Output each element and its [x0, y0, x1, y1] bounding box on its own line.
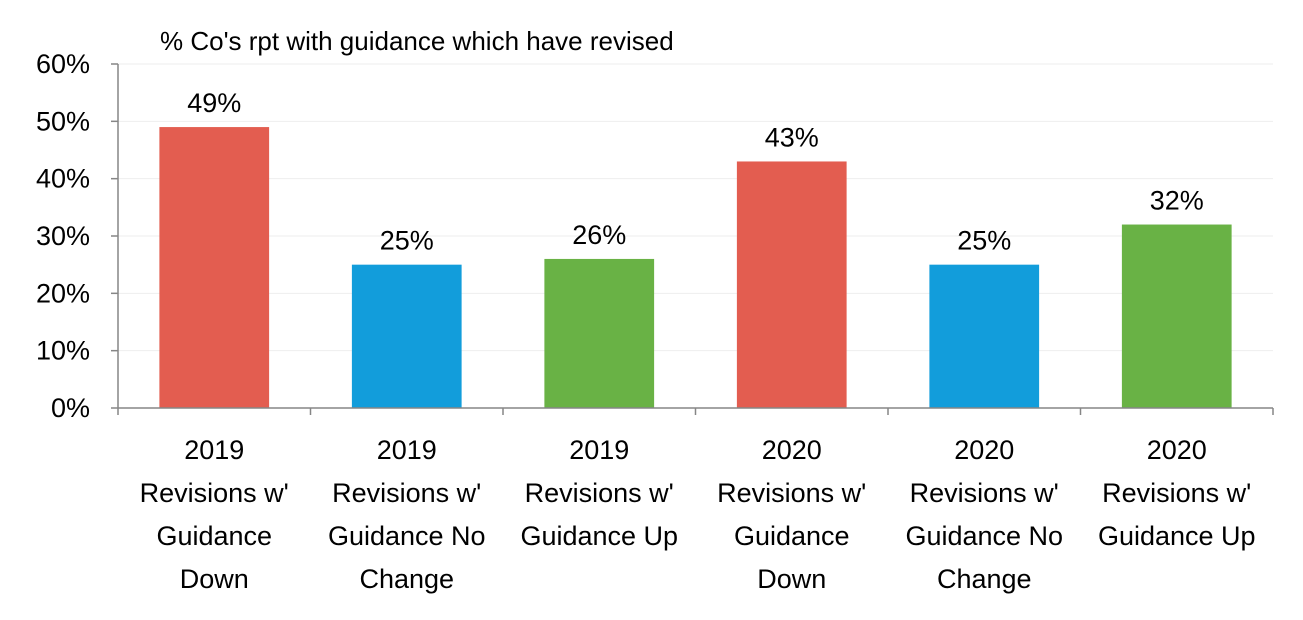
bar — [1121, 224, 1232, 408]
y-tick-label: 40% — [36, 164, 90, 194]
category-label-line: Revisions w' — [332, 478, 481, 508]
data-label: 25% — [957, 226, 1011, 256]
category-label-line: 2020 — [1147, 435, 1207, 465]
chart-title: % Co's rpt with guidance which have revi… — [160, 26, 674, 56]
category-label-line: Guidance No — [328, 521, 486, 551]
category-label-line: 2020 — [762, 435, 822, 465]
category-label-line: Guidance — [156, 521, 272, 551]
category-label-line: Guidance Up — [520, 521, 678, 551]
data-label: 26% — [572, 220, 626, 250]
y-tick-label: 0% — [51, 393, 90, 423]
y-tick-label: 60% — [36, 49, 90, 79]
category-label-line: Revisions w' — [717, 478, 866, 508]
bar — [929, 264, 1040, 408]
category-label-line: 2020 — [954, 435, 1014, 465]
bar — [544, 258, 655, 408]
y-tick-label: 20% — [36, 278, 90, 308]
category-label-line: 2019 — [184, 435, 244, 465]
category-label-line: Guidance Up — [1098, 521, 1256, 551]
y-tick-label: 50% — [36, 106, 90, 136]
category-label-line: Revisions w' — [525, 478, 674, 508]
bars — [159, 127, 1232, 409]
category-label-line: Revisions w' — [910, 478, 1059, 508]
y-tick-label: 30% — [36, 221, 90, 251]
category-label-line: Guidance — [734, 521, 850, 551]
data-labels: 49% 25% 26% 43% 25% 32% — [187, 88, 1204, 256]
category-label-line: Revisions w' — [140, 478, 289, 508]
category-label-line: Guidance No — [905, 521, 1063, 551]
data-label: 49% — [187, 88, 241, 118]
category-label-line: 2019 — [377, 435, 437, 465]
category-label-line: Change — [937, 564, 1032, 594]
category-label-line: Down — [757, 564, 826, 594]
category-label-line: Revisions w' — [1102, 478, 1251, 508]
data-label: 32% — [1150, 186, 1204, 216]
data-label: 25% — [380, 226, 434, 256]
bar — [736, 161, 847, 408]
data-label: 43% — [765, 122, 819, 152]
gridlines — [118, 63, 1273, 352]
category-label-line: 2019 — [569, 435, 629, 465]
bar — [159, 127, 270, 409]
category-label-line: Down — [180, 564, 249, 594]
category-labels: 2019 Revisions w' Guidance Down 2019 Revision… — [140, 435, 1256, 594]
category-label-line: Change — [359, 564, 454, 594]
bar — [351, 264, 462, 408]
y-tick-label: 10% — [36, 336, 90, 366]
axes — [111, 63, 1274, 415]
y-tick-labels: 0% 10% 20% 30% 40% 50% 60% — [36, 49, 90, 423]
